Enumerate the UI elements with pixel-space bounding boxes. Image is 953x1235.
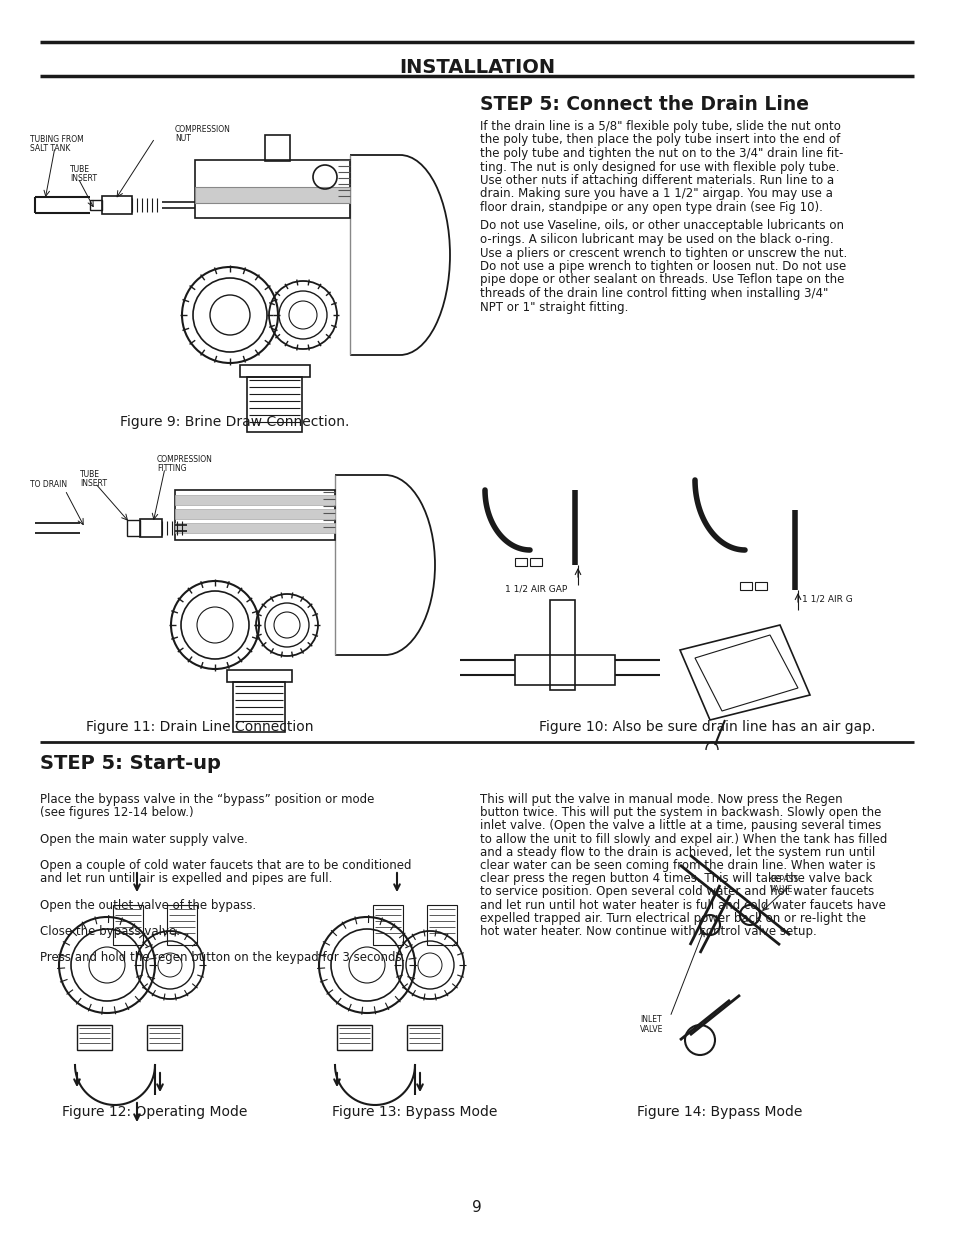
Text: INSERT: INSERT bbox=[70, 174, 97, 183]
Text: NPT or 1" straight fitting.: NPT or 1" straight fitting. bbox=[479, 300, 628, 314]
Bar bbox=[127, 520, 140, 536]
Text: Figure 9: Brine Draw Connection.: Figure 9: Brine Draw Connection. bbox=[120, 415, 350, 429]
Bar bbox=[174, 490, 335, 540]
Text: BYPASS
VALVE: BYPASS VALVE bbox=[769, 876, 798, 894]
Text: Use other nuts if attaching different materials. Run line to a: Use other nuts if attaching different ma… bbox=[479, 174, 833, 186]
Text: Figure 11: Drain Line Connection: Figure 11: Drain Line Connection bbox=[86, 720, 314, 734]
Text: to service position. Open several cold water and hot water faucets: to service position. Open several cold w… bbox=[479, 885, 873, 898]
Text: (see figures 12-14 below.): (see figures 12-14 below.) bbox=[40, 806, 193, 819]
Bar bbox=[233, 682, 285, 732]
Bar bbox=[265, 135, 290, 161]
Bar bbox=[147, 1025, 182, 1050]
Bar bbox=[174, 522, 335, 534]
Bar bbox=[247, 377, 302, 432]
Bar bbox=[112, 905, 143, 945]
Text: threads of the drain line control fitting when installing 3/4": threads of the drain line control fittin… bbox=[479, 287, 827, 300]
Text: STEP 5: Connect the Drain Line: STEP 5: Connect the Drain Line bbox=[479, 95, 808, 114]
Bar bbox=[227, 671, 292, 682]
Text: FITTING: FITTING bbox=[157, 464, 187, 473]
Bar bbox=[90, 200, 102, 210]
Text: expelled trapped air. Turn electrical power back on or re-light the: expelled trapped air. Turn electrical po… bbox=[479, 911, 865, 925]
Bar bbox=[740, 582, 751, 590]
Bar bbox=[427, 905, 456, 945]
Bar bbox=[373, 905, 402, 945]
Text: Do not use a pipe wrench to tighten or loosen nut. Do not use: Do not use a pipe wrench to tighten or l… bbox=[479, 261, 845, 273]
Text: Do not use Vaseline, oils, or other unacceptable lubricants on: Do not use Vaseline, oils, or other unac… bbox=[479, 220, 843, 232]
Text: and let run until air is expelled and pipes are full.: and let run until air is expelled and pi… bbox=[40, 872, 332, 885]
Text: 1 1/2 AIR G: 1 1/2 AIR G bbox=[801, 595, 852, 604]
Text: Open the main water supply valve.: Open the main water supply valve. bbox=[40, 832, 248, 846]
Bar bbox=[194, 161, 350, 219]
Bar bbox=[550, 600, 575, 690]
Text: INSTALLATION: INSTALLATION bbox=[398, 58, 555, 77]
Text: This will put the valve in manual mode. Now press the Regen: This will put the valve in manual mode. … bbox=[479, 793, 841, 806]
Text: TUBE: TUBE bbox=[70, 165, 90, 174]
Text: Open the outlet valve of the bypass.: Open the outlet valve of the bypass. bbox=[40, 899, 255, 911]
Bar bbox=[336, 1025, 372, 1050]
Text: Figure 13: Bypass Mode: Figure 13: Bypass Mode bbox=[332, 1105, 497, 1119]
Bar bbox=[515, 558, 526, 566]
Bar bbox=[194, 186, 350, 203]
Text: Figure 14: Bypass Mode: Figure 14: Bypass Mode bbox=[637, 1105, 801, 1119]
Text: TO DRAIN: TO DRAIN bbox=[30, 480, 67, 489]
Bar bbox=[174, 509, 335, 519]
Text: the poly tube and tighten the nut on to the 3/4" drain line fit-: the poly tube and tighten the nut on to … bbox=[479, 147, 842, 161]
Text: clear press the regen button 4 times. This will take the valve back: clear press the regen button 4 times. Th… bbox=[479, 872, 871, 885]
Text: inlet valve. (Open the valve a little at a time, pausing several times: inlet valve. (Open the valve a little at… bbox=[479, 819, 881, 832]
Bar bbox=[407, 1025, 441, 1050]
Text: Close the bypass valve.: Close the bypass valve. bbox=[40, 925, 180, 939]
Text: STEP 5: Start-up: STEP 5: Start-up bbox=[40, 755, 221, 773]
Text: COMPRESSION: COMPRESSION bbox=[157, 454, 213, 464]
Text: pipe dope or other sealant on threads. Use Teflon tape on the: pipe dope or other sealant on threads. U… bbox=[479, 273, 843, 287]
Text: Figure 10: Also be sure drain line has an air gap.: Figure 10: Also be sure drain line has a… bbox=[538, 720, 874, 734]
Bar bbox=[174, 495, 335, 505]
Bar bbox=[754, 582, 766, 590]
Text: and let run until hot water heater is full and cold water faucets have: and let run until hot water heater is fu… bbox=[479, 899, 885, 911]
Text: drain. Making sure you have a 1 1/2" airgap. You may use a: drain. Making sure you have a 1 1/2" air… bbox=[479, 188, 832, 200]
Text: Place the bypass valve in the “bypass” position or mode: Place the bypass valve in the “bypass” p… bbox=[40, 793, 374, 806]
Text: o-rings. A silicon lubricant may be used on the black o-ring.: o-rings. A silicon lubricant may be used… bbox=[479, 233, 833, 246]
Bar bbox=[140, 519, 162, 537]
Text: TUBE: TUBE bbox=[80, 471, 100, 479]
Text: Open a couple of cold water faucets that are to be conditioned: Open a couple of cold water faucets that… bbox=[40, 860, 411, 872]
Bar bbox=[77, 1025, 112, 1050]
Text: COMPRESSION: COMPRESSION bbox=[174, 125, 231, 135]
Text: ting. The nut is only designed for use with flexible poly tube.: ting. The nut is only designed for use w… bbox=[479, 161, 839, 173]
Text: TUBING FROM: TUBING FROM bbox=[30, 135, 84, 144]
Text: to allow the unit to fill slowly and expel air.) When the tank has filled: to allow the unit to fill slowly and exp… bbox=[479, 832, 886, 846]
Text: 9: 9 bbox=[472, 1200, 481, 1215]
Text: clear water can be seen coming from the drain line. When water is: clear water can be seen coming from the … bbox=[479, 860, 875, 872]
Text: SALT TANK: SALT TANK bbox=[30, 144, 71, 153]
Text: NUT: NUT bbox=[174, 135, 191, 143]
Text: INLET
VALVE: INLET VALVE bbox=[639, 1015, 662, 1035]
Bar bbox=[530, 558, 541, 566]
Text: Use a pliers or crescent wrench to tighten or unscrew the nut.: Use a pliers or crescent wrench to tight… bbox=[479, 247, 846, 259]
Text: floor drain, standpipe or any open type drain (see Fig 10).: floor drain, standpipe or any open type … bbox=[479, 201, 822, 214]
Bar bbox=[240, 366, 310, 377]
Text: Figure 12: Operating Mode: Figure 12: Operating Mode bbox=[62, 1105, 248, 1119]
Bar bbox=[515, 655, 615, 685]
Bar bbox=[102, 196, 132, 214]
Text: Press and hold the regen button on the keypad for 3 seconds.: Press and hold the regen button on the k… bbox=[40, 951, 405, 965]
Text: hot water heater. Now continue with control valve setup.: hot water heater. Now continue with cont… bbox=[479, 925, 816, 939]
Text: 1 1/2 AIR GAP: 1 1/2 AIR GAP bbox=[504, 585, 567, 594]
Text: INSERT: INSERT bbox=[80, 479, 107, 488]
Text: If the drain line is a 5/8" flexible poly tube, slide the nut onto: If the drain line is a 5/8" flexible pol… bbox=[479, 120, 840, 133]
Text: and a steady flow to the drain is achieved, let the system run until: and a steady flow to the drain is achiev… bbox=[479, 846, 874, 858]
Text: the poly tube, then place the poly tube insert into the end of: the poly tube, then place the poly tube … bbox=[479, 133, 840, 147]
Text: button twice. This will put the system in backwash. Slowly open the: button twice. This will put the system i… bbox=[479, 806, 881, 819]
Bar bbox=[167, 905, 196, 945]
